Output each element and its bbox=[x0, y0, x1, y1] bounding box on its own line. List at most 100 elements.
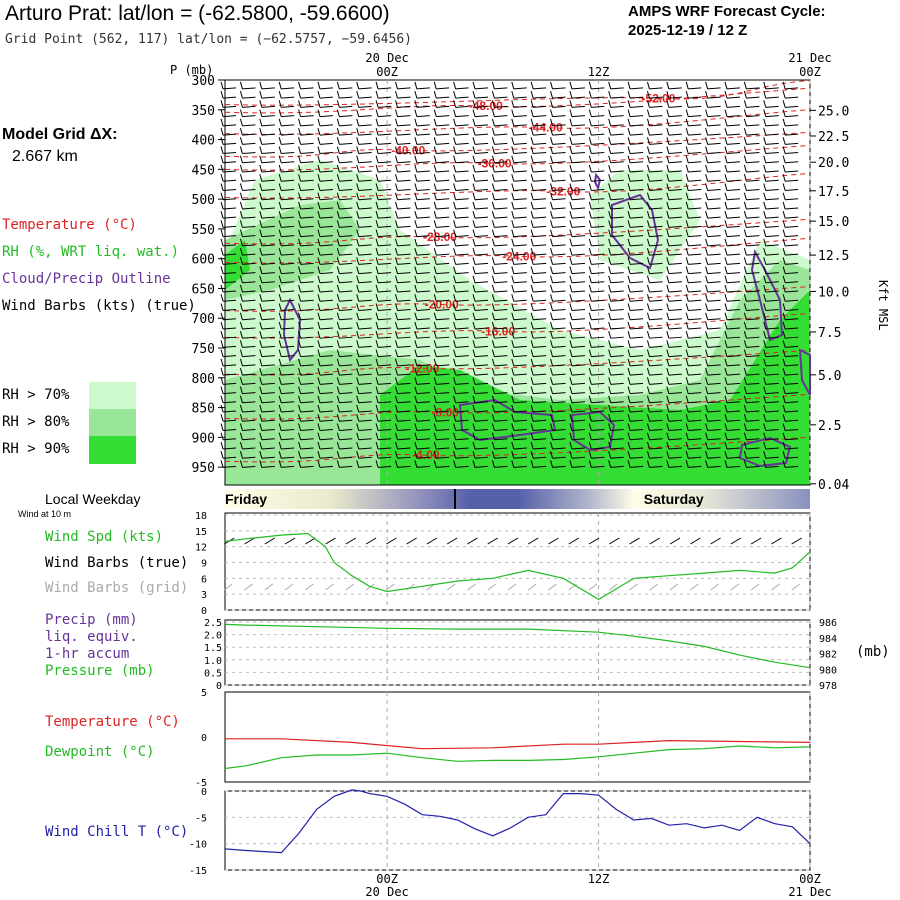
wind-barb bbox=[220, 127, 237, 136]
wind-barb-shaft bbox=[416, 96, 430, 99]
wind-barb-flag bbox=[356, 395, 360, 403]
surface-wind-barb bbox=[629, 537, 640, 545]
wind-barb bbox=[569, 91, 585, 99]
wind-barb-shaft bbox=[688, 235, 702, 238]
wind-barb bbox=[646, 275, 663, 284]
wind-barb bbox=[627, 211, 644, 219]
wind-barb bbox=[491, 81, 508, 90]
wind-barb bbox=[414, 164, 430, 173]
wind-barb-flag bbox=[491, 331, 495, 339]
wind-barb-flag bbox=[239, 414, 243, 422]
wind-barb-flag bbox=[395, 441, 398, 450]
wind-barb bbox=[685, 192, 702, 201]
wind-barb-shaft bbox=[668, 438, 682, 441]
wind-barb-shaft bbox=[610, 152, 624, 155]
wind-barb-shaft bbox=[494, 142, 508, 145]
wind-barb bbox=[646, 386, 663, 395]
wind-barb bbox=[356, 146, 372, 155]
wind-barb-shaft bbox=[358, 235, 372, 238]
wind-barb-flag bbox=[298, 100, 302, 108]
grid-wind-barb bbox=[507, 583, 517, 591]
wind-barb bbox=[491, 164, 508, 173]
wind-barb bbox=[608, 192, 624, 201]
wind-barb-flag bbox=[511, 257, 515, 265]
wind-barb-shaft bbox=[397, 438, 411, 441]
wind-barb bbox=[491, 340, 508, 348]
wind-barb bbox=[588, 118, 605, 127]
wind-barb-shaft bbox=[436, 382, 450, 385]
wind-barb bbox=[511, 377, 527, 385]
wind-barb bbox=[356, 266, 372, 275]
wind-barb-flag bbox=[608, 91, 612, 99]
wind-barb bbox=[298, 460, 314, 468]
wind-barb-flag bbox=[395, 137, 398, 145]
wind-barb-shaft bbox=[726, 299, 741, 302]
wind-barb-flag bbox=[414, 404, 418, 413]
wind-barb-shaft bbox=[397, 179, 411, 182]
wind-barb-flag bbox=[588, 118, 592, 126]
wind-barb-shaft bbox=[571, 438, 585, 441]
wind-barb bbox=[472, 118, 489, 127]
wind-barb-flag bbox=[724, 386, 728, 394]
wind-barb-flag bbox=[491, 294, 495, 302]
wind-barb bbox=[395, 247, 411, 256]
wind-barb-flag bbox=[588, 331, 592, 339]
wind-barb-shaft bbox=[358, 225, 372, 228]
wind-barb-flag bbox=[646, 377, 650, 385]
wind-barb-flag bbox=[472, 81, 476, 90]
wind-barb-shaft bbox=[223, 281, 237, 284]
wind-barb-flag bbox=[550, 211, 554, 219]
pressure-tick-label: 700 bbox=[192, 312, 215, 327]
wind-barb-flag bbox=[588, 423, 592, 431]
wind-barb bbox=[569, 303, 585, 311]
wind-barb-shaft bbox=[630, 373, 644, 376]
wind-barb bbox=[453, 247, 469, 256]
wind-barb-flag bbox=[550, 247, 554, 256]
wind-barb-flag bbox=[239, 257, 243, 265]
wind-barb bbox=[491, 192, 508, 201]
wind-barb bbox=[298, 146, 314, 155]
wind-barb-shaft bbox=[416, 438, 430, 441]
wind-barb-flag bbox=[317, 395, 321, 403]
wind-barb bbox=[453, 229, 469, 238]
wind-barb bbox=[472, 109, 489, 118]
wind-barb bbox=[414, 367, 430, 376]
wind-barb-shaft bbox=[397, 299, 411, 302]
wind-barb-shaft bbox=[261, 364, 275, 367]
wind-barb bbox=[530, 303, 547, 311]
wind-speed-label: Wind Spd (kts) bbox=[45, 529, 164, 545]
wind-barb bbox=[239, 275, 256, 284]
wind-barb-flag bbox=[336, 423, 340, 431]
wind-barb-shaft bbox=[261, 87, 275, 90]
wind-barb-shaft bbox=[726, 262, 741, 265]
wind-barb-shaft bbox=[281, 124, 295, 127]
wind-barb bbox=[472, 358, 489, 367]
wind-barb-shaft bbox=[668, 456, 682, 459]
wind-barb bbox=[336, 404, 353, 413]
wind-barb bbox=[588, 127, 605, 136]
wind-barb-flag bbox=[433, 192, 437, 200]
wind-barb-flag bbox=[239, 201, 243, 210]
wind-barb-shaft bbox=[513, 216, 527, 219]
wind-barb-shaft bbox=[668, 410, 682, 413]
wind-barb-shaft bbox=[707, 401, 721, 404]
wind-barb-flag bbox=[298, 294, 302, 302]
wind-barb-shaft bbox=[649, 382, 663, 385]
wind-barb-flag bbox=[491, 183, 495, 191]
grid-point-label: Grid Point (562, 117) lat/lon = (−62.575… bbox=[5, 32, 412, 47]
wind-barb-flag bbox=[453, 340, 457, 348]
wind-barb bbox=[627, 377, 644, 385]
wind-barb-flag bbox=[375, 395, 379, 403]
wind-barb-shaft bbox=[339, 456, 353, 459]
wind-barb-shaft bbox=[223, 142, 237, 145]
wind-barb-shaft bbox=[319, 456, 333, 459]
wind-barb bbox=[259, 404, 275, 413]
wind-barb-shaft bbox=[552, 115, 566, 118]
wind-barb-flag bbox=[530, 404, 534, 413]
wind-barb bbox=[220, 183, 237, 191]
wind-barb bbox=[511, 192, 527, 201]
wind-barb-flag bbox=[705, 349, 709, 357]
wind-barb-flag bbox=[569, 247, 573, 256]
wind-barb bbox=[220, 432, 237, 441]
wind-barb-flag bbox=[530, 247, 534, 256]
